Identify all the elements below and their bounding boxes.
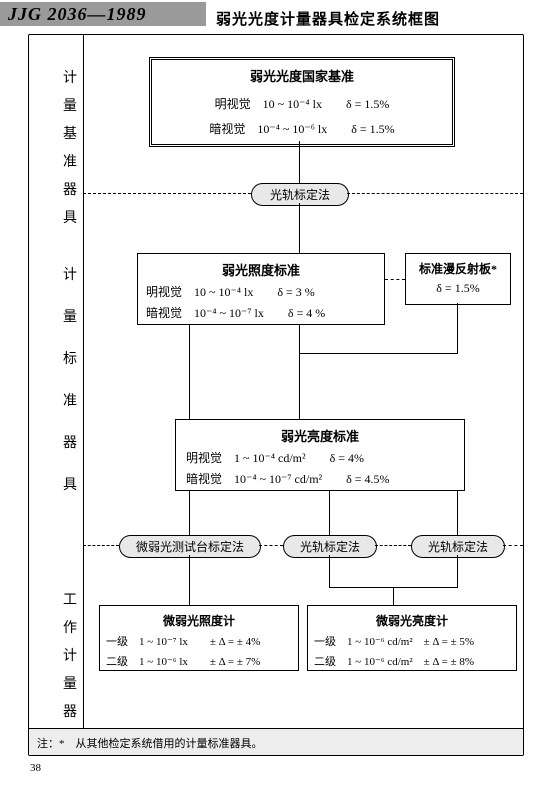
section-divider — [503, 545, 523, 546]
section-label-1: 计量基准器具 — [61, 65, 79, 233]
connector — [299, 353, 458, 354]
section-divider — [375, 545, 411, 546]
box-line: 二级 1 ~ 10⁻⁶ cd/m² ± Δ = ± 8% — [314, 653, 510, 669]
pill-method-4: 光轨标定法 — [411, 535, 505, 558]
box-illuminance-meter: 微弱光照度计 一级 1 ~ 10⁻⁷ lx ± Δ = ± 4% 二级 1 ~ … — [99, 605, 299, 671]
connector — [457, 303, 458, 353]
page-number: 38 — [30, 762, 41, 774]
pill-method-1: 光轨标定法 — [251, 183, 349, 206]
connector — [299, 325, 300, 419]
box-line: 一级 1 ~ 10⁻⁷ lx ± Δ = ± 4% — [106, 633, 292, 649]
box-line: 明视觉 10 ~ 10⁻⁴ lx δ = 3 % — [146, 283, 376, 300]
section-divider — [83, 545, 119, 546]
pill-method-3: 光轨标定法 — [283, 535, 377, 558]
box-line: 明视觉 1 ~ 10⁻⁴ cd/m² δ = 4% — [186, 449, 454, 466]
footnote-text: 注：* 从其他检定系统借用的计量标准器具。 — [29, 729, 523, 757]
box-line: 暗视觉 10⁻⁴ ~ 10⁻⁶ lx δ = 1.5% — [152, 120, 452, 137]
box-luminance-standard: 弱光亮度标准 明视觉 1 ~ 10⁻⁴ cd/m² δ = 4% 暗视觉 10⁻… — [175, 419, 465, 491]
box-luminance-meter: 微弱光亮度计 一级 1 ~ 10⁻⁶ cd/m² ± Δ = ± 5% 二级 1… — [307, 605, 517, 671]
box-title: 弱光亮度标准 — [186, 426, 454, 445]
connector — [299, 141, 300, 183]
footnote-box: 注：* 从其他检定系统借用的计量标准器具。 — [29, 728, 523, 755]
box-illuminance-standard: 弱光照度标准 明视觉 10 ~ 10⁻⁴ lx δ = 3 % 暗视觉 10⁻⁴… — [137, 253, 385, 325]
section-label-2: 计量标准器具 — [61, 255, 79, 507]
box-line: 一级 1 ~ 10⁻⁶ cd/m² ± Δ = ± 5% — [314, 633, 510, 649]
header-code: JJG 2036—1989 — [8, 4, 147, 25]
section-divider — [259, 545, 283, 546]
connector — [393, 587, 394, 605]
connector — [189, 555, 190, 605]
connector — [329, 555, 330, 587]
connector-dashed — [385, 279, 405, 280]
box-line: 明视觉 10 ~ 10⁻⁴ lx δ = 1.5% — [152, 95, 452, 112]
connector — [457, 555, 458, 587]
header-title: 弱光光度计量器具检定系统框图 — [216, 8, 440, 29]
box-title: 微弱光亮度计 — [314, 612, 510, 629]
box-line: 暗视觉 10⁻⁴ ~ 10⁻⁷ lx δ = 4 % — [146, 304, 376, 321]
box-line: δ = 1.5% — [406, 281, 510, 296]
column-divider — [83, 35, 84, 755]
connector — [299, 203, 300, 253]
box-line: 二级 1 ~ 10⁻⁶ lx ± Δ = ± 7% — [106, 653, 292, 669]
box-national-standard: 弱光光度国家基准 明视觉 10 ~ 10⁻⁴ lx δ = 1.5% 暗视觉 1… — [149, 57, 455, 147]
box-title: 标准漫反射板* — [406, 260, 510, 277]
box-diffuse-reflector: 标准漫反射板* δ = 1.5% — [405, 253, 511, 305]
page: JJG 2036—1989 弱光光度计量器具检定系统框图 计量基准器具 计量标准… — [0, 0, 538, 800]
pill-method-2: 微弱光测试台标定法 — [119, 535, 261, 558]
diagram-frame: 计量基准器具 计量标准器具 工作计量器具 弱光光度国家基准 明视觉 10 ~ 1… — [28, 34, 524, 756]
section-divider — [83, 193, 251, 194]
section-divider — [347, 193, 523, 194]
box-title: 弱光光度国家基准 — [152, 66, 452, 85]
box-title: 弱光照度标准 — [146, 260, 376, 279]
box-title: 微弱光照度计 — [106, 612, 292, 629]
box-line: 暗视觉 10⁻⁴ ~ 10⁻⁷ cd/m² δ = 4.5% — [186, 470, 454, 487]
